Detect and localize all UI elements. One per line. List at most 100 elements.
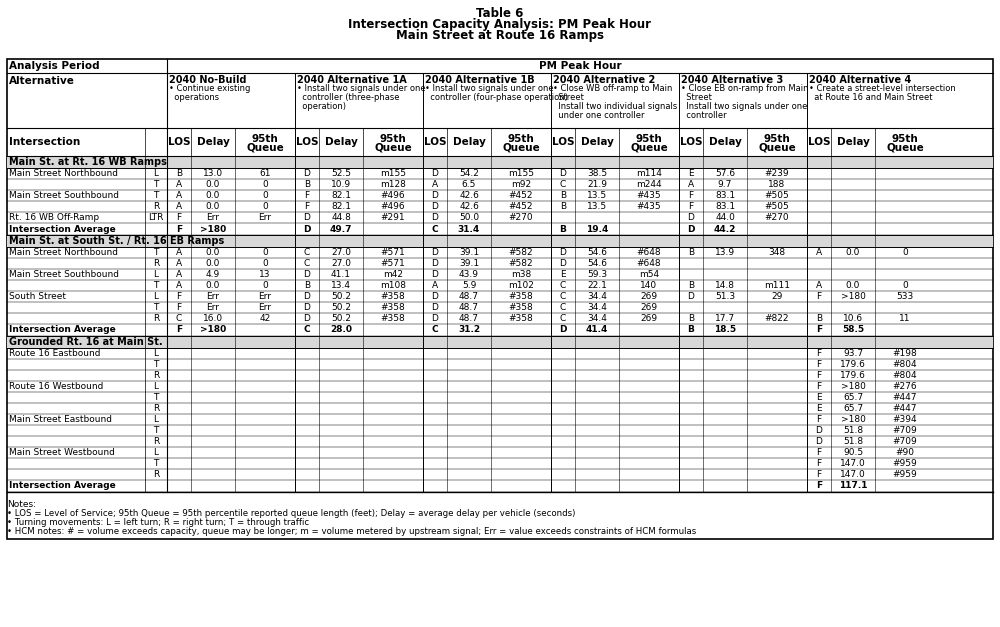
Text: #394: #394 [893, 415, 917, 424]
Text: B: B [304, 180, 310, 189]
Text: F: F [816, 360, 822, 369]
Text: Main Street Westbound: Main Street Westbound [9, 448, 115, 457]
Text: Err: Err [207, 303, 220, 312]
Text: D: D [688, 292, 694, 301]
Text: • Install two signals under one: • Install two signals under one [297, 84, 426, 93]
Text: D: D [432, 169, 438, 178]
Text: A: A [432, 281, 438, 290]
Text: F: F [304, 191, 310, 200]
Text: 39.1: 39.1 [459, 248, 479, 257]
Text: 10.6: 10.6 [843, 314, 863, 323]
Text: C: C [176, 314, 182, 323]
Text: 6.5: 6.5 [462, 180, 476, 189]
Text: F: F [688, 202, 694, 211]
Text: m38: m38 [511, 270, 531, 279]
Text: 269: 269 [640, 303, 658, 312]
Text: B: B [560, 224, 566, 233]
Text: 83.1: 83.1 [715, 191, 735, 200]
Text: 57.6: 57.6 [715, 169, 735, 178]
Text: 9.7: 9.7 [718, 180, 732, 189]
Text: C: C [432, 224, 438, 233]
Text: 0.0: 0.0 [846, 248, 860, 257]
Text: • Close EB on-ramp from Main: • Close EB on-ramp from Main [681, 84, 808, 93]
Text: LOS: LOS [168, 137, 190, 147]
Text: A: A [176, 281, 182, 290]
Text: Route 16 Eastbound: Route 16 Eastbound [9, 349, 100, 358]
Text: 38.5: 38.5 [587, 169, 607, 178]
Text: #571: #571 [381, 248, 405, 257]
Text: L: L [154, 270, 158, 279]
Text: 269: 269 [640, 314, 658, 323]
Text: 2040 Alternative 1B: 2040 Alternative 1B [425, 75, 535, 85]
Text: 179.6: 179.6 [840, 360, 866, 369]
Text: Install two signals under one: Install two signals under one [681, 102, 807, 111]
Text: 13.9: 13.9 [715, 248, 735, 257]
Text: m128: m128 [380, 180, 406, 189]
Text: 2040 Alternative 2: 2040 Alternative 2 [553, 75, 655, 85]
Text: R: R [153, 202, 159, 211]
Text: D: D [559, 325, 567, 334]
Text: T: T [153, 180, 159, 189]
Text: LOS: LOS [680, 137, 702, 147]
Text: >180: >180 [200, 224, 226, 233]
Text: D: D [304, 303, 310, 312]
Text: 34.4: 34.4 [587, 314, 607, 323]
Text: m114: m114 [636, 169, 662, 178]
Text: #358: #358 [381, 292, 405, 301]
Text: 18.5: 18.5 [714, 325, 736, 334]
Text: T: T [153, 303, 159, 312]
Text: F: F [816, 325, 822, 334]
Bar [7, 156, 993, 168]
Text: 42: 42 [259, 314, 271, 323]
Text: 43.9: 43.9 [459, 270, 479, 279]
Text: 49.7: 49.7 [330, 224, 352, 233]
Text: 5.9: 5.9 [462, 281, 476, 290]
Text: 13.5: 13.5 [587, 191, 607, 200]
Text: 95th: 95th [380, 134, 406, 144]
Text: F: F [816, 482, 822, 490]
Text: • Close WB off-ramp to Main: • Close WB off-ramp to Main [553, 84, 672, 93]
Text: 44.8: 44.8 [331, 213, 351, 222]
Text: LOS: LOS [808, 137, 830, 147]
Text: #435: #435 [637, 191, 661, 200]
Text: 2040 Alternative 1A: 2040 Alternative 1A [297, 75, 407, 85]
Text: 58.5: 58.5 [842, 325, 864, 334]
Text: D: D [303, 224, 311, 233]
Text: Main Street Southbound: Main Street Southbound [9, 191, 119, 200]
Text: 2040 Alternative 4: 2040 Alternative 4 [809, 75, 911, 85]
Text: >180: >180 [200, 325, 226, 334]
Text: controller (three-phase: controller (three-phase [297, 93, 400, 102]
Text: A: A [176, 259, 182, 268]
Text: #571: #571 [381, 259, 405, 268]
Text: • Turning movements: L = left turn; R = right turn; T = through traffic: • Turning movements: L = left turn; R = … [7, 518, 309, 527]
Text: at Route 16 and Main Street: at Route 16 and Main Street [809, 93, 932, 102]
Text: #959: #959 [893, 470, 917, 479]
Text: 147.0: 147.0 [840, 459, 866, 468]
Text: 95th: 95th [508, 134, 534, 144]
Text: 48.7: 48.7 [459, 292, 479, 301]
Text: D: D [560, 259, 566, 268]
Text: #709: #709 [893, 426, 917, 435]
Text: Queue: Queue [374, 142, 412, 152]
Text: T: T [153, 426, 159, 435]
Text: 50.0: 50.0 [459, 213, 479, 222]
Text: m54: m54 [639, 270, 659, 279]
Text: A: A [688, 180, 694, 189]
Text: 269: 269 [640, 292, 658, 301]
Text: LTR: LTR [148, 213, 164, 222]
Text: 22.1: 22.1 [587, 281, 607, 290]
Text: L: L [154, 169, 158, 178]
Text: 0: 0 [902, 248, 908, 257]
Text: 0.0: 0.0 [206, 248, 220, 257]
Text: m108: m108 [380, 281, 406, 290]
Text: R: R [153, 259, 159, 268]
Text: Main St. at Rt. 16 WB Ramps: Main St. at Rt. 16 WB Ramps [9, 157, 167, 167]
Text: F: F [304, 202, 310, 211]
Text: 34.4: 34.4 [587, 292, 607, 301]
Text: 0.0: 0.0 [206, 191, 220, 200]
Text: • Create a street-level intersection: • Create a street-level intersection [809, 84, 956, 93]
Text: operation): operation) [297, 102, 346, 111]
Text: 31.2: 31.2 [458, 325, 480, 334]
Text: 0.0: 0.0 [206, 202, 220, 211]
Text: 21.9: 21.9 [587, 180, 607, 189]
